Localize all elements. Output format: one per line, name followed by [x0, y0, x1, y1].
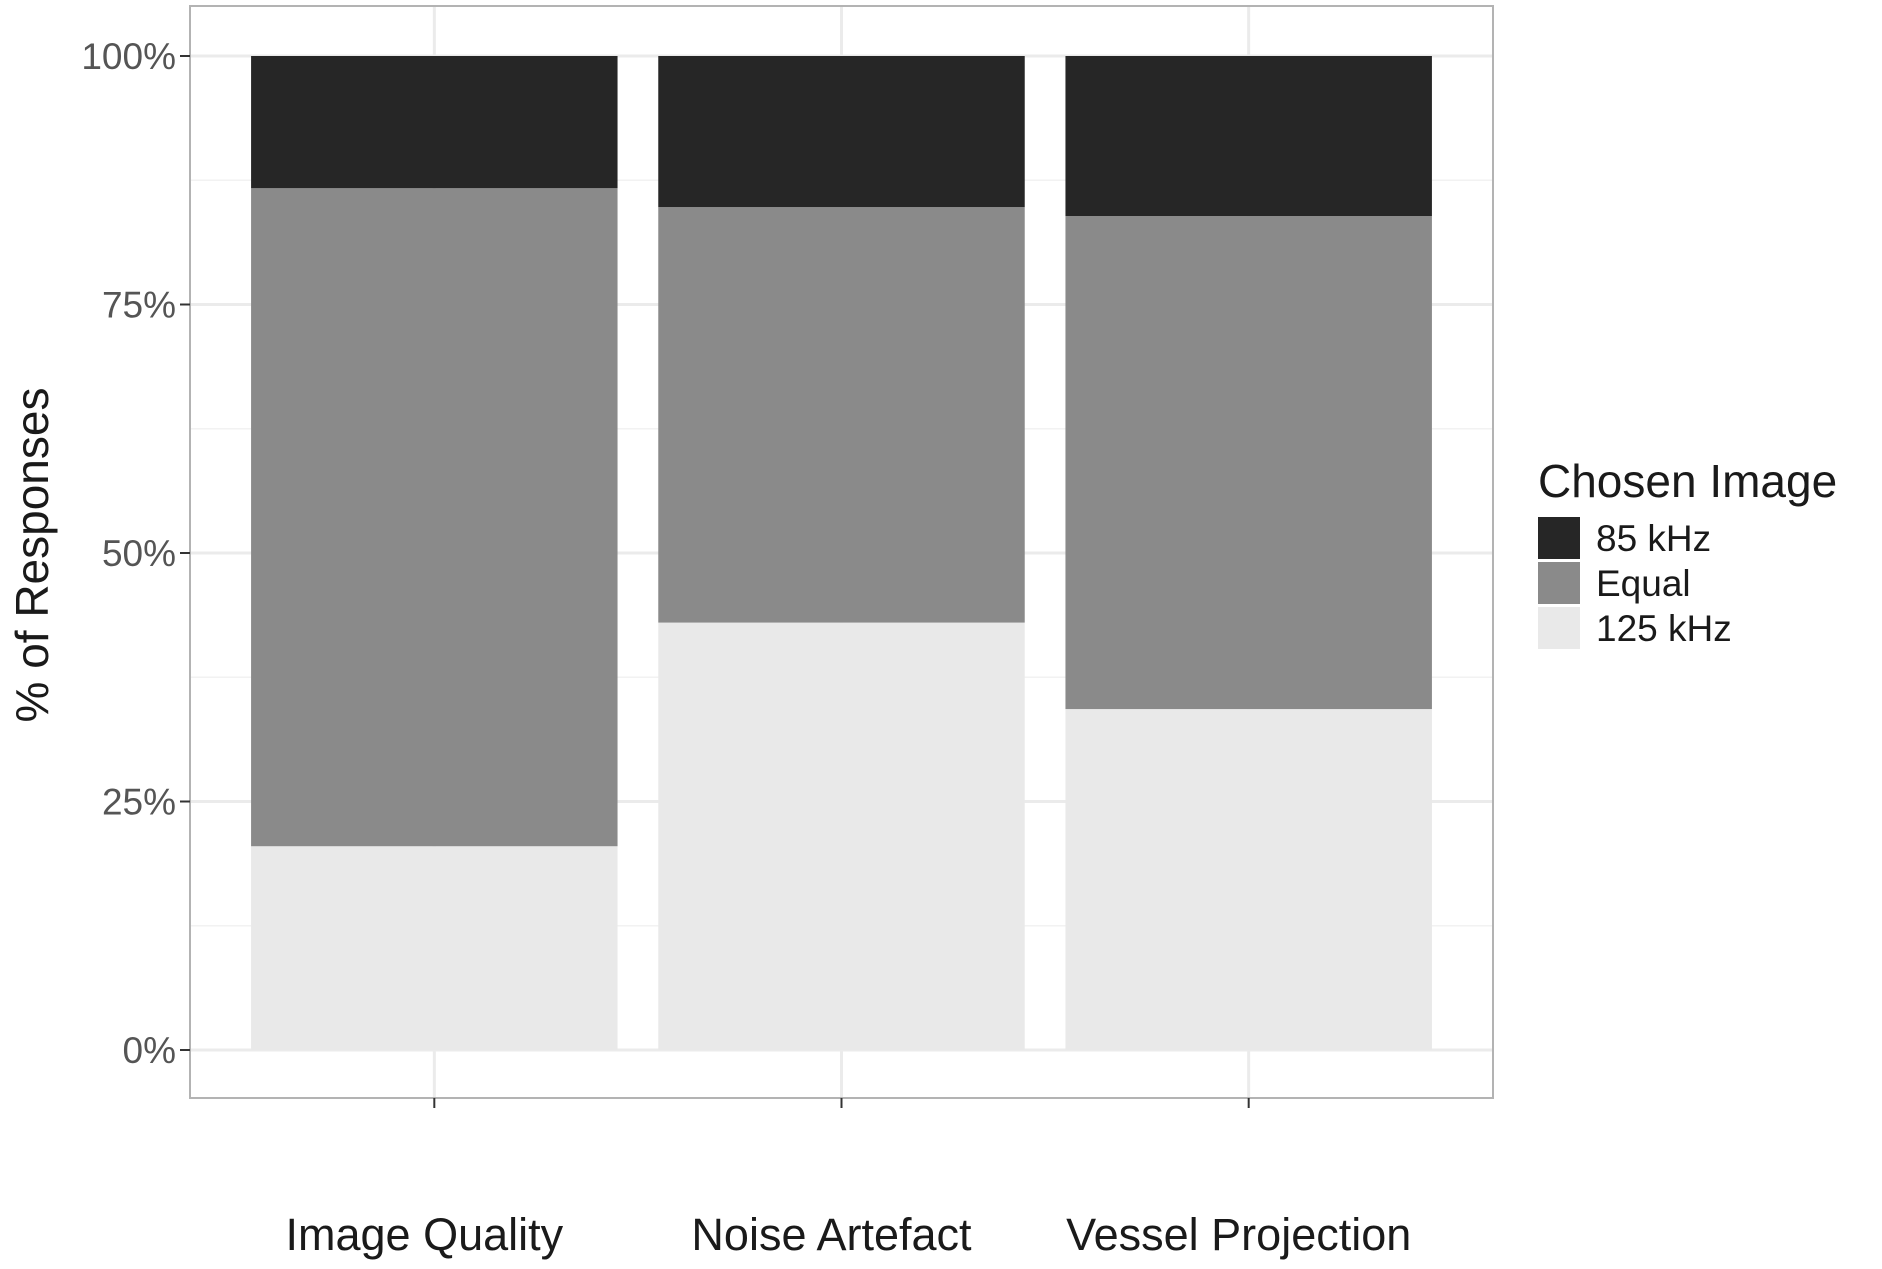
- y-tick-label: 75%: [102, 285, 176, 326]
- legend-label: Equal: [1596, 563, 1691, 604]
- legend-title: Chosen Image: [1538, 455, 1837, 507]
- y-tick-label: 100%: [81, 36, 176, 77]
- x-category-label: Noise Artefact: [691, 1209, 972, 1260]
- y-tick-label: 50%: [102, 533, 176, 574]
- bar-equal-vessel-projection: [1065, 216, 1432, 710]
- y-tick-label: 25%: [102, 782, 176, 823]
- bar-125-khz-noise-artefact: [658, 622, 1025, 1050]
- bar-85-khz-noise-artefact: [658, 56, 1025, 208]
- bar-125-khz-vessel-projection: [1065, 709, 1432, 1050]
- y-tick-label: 0%: [123, 1030, 176, 1071]
- legend-swatch-85-khz: [1538, 517, 1580, 559]
- y-axis-title: % of Responses: [6, 388, 58, 723]
- x-category-label: Vessel Projection: [1066, 1209, 1411, 1260]
- bar-equal-image-quality: [251, 188, 618, 847]
- bar-equal-noise-artefact: [658, 207, 1025, 623]
- legend-label: 85 kHz: [1596, 518, 1711, 559]
- legend-swatch-125-khz: [1538, 607, 1580, 649]
- bar-125-khz-image-quality: [251, 846, 618, 1050]
- legend-label: 125 kHz: [1596, 608, 1732, 649]
- bar-85-khz-vessel-projection: [1065, 56, 1432, 217]
- y-axis: 0% 25% 50% 75% 100%: [81, 36, 190, 1071]
- x-category-label: Image Quality: [286, 1209, 564, 1260]
- bar-85-khz-image-quality: [251, 56, 618, 189]
- x-axis: Image Quality Noise Artefact Vessel Projec…: [286, 1098, 1411, 1260]
- legend-swatch-equal: [1538, 562, 1580, 604]
- bars: [251, 56, 1432, 1050]
